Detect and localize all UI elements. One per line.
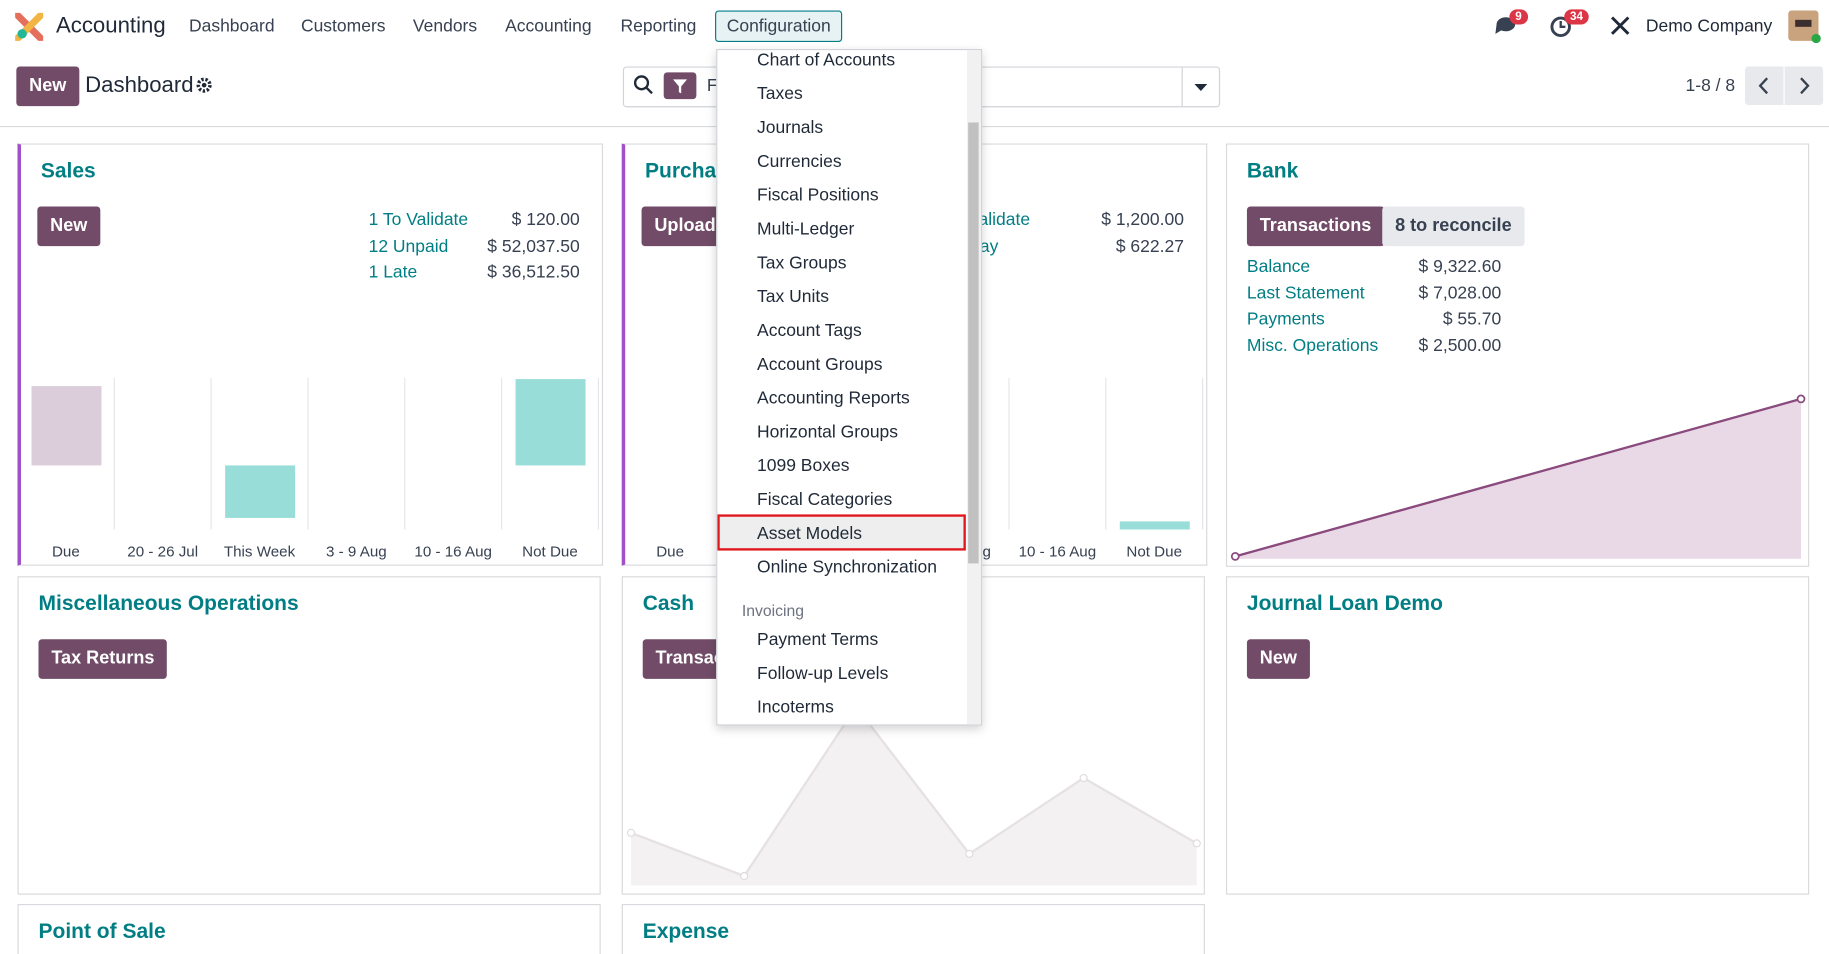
stat-value: $ 7,028.00 [1418,282,1502,303]
settings-gear[interactable] [196,77,212,93]
menu-item[interactable]: Customers [300,16,386,37]
dropdown-item[interactable]: Multi-Ledger [757,219,855,240]
stat-label[interactable]: Balance [1246,256,1311,277]
dropdown-item[interactable]: Asset Models [757,523,863,544]
configuration-dropdown: Chart of Accounts Taxes Journals Currencies… [716,48,983,726]
card-title[interactable]: Point of Sale [38,919,166,943]
dropdown-item[interactable]: 1099 Boxes [757,456,850,476]
bank-card: Bank Transactions 8 to reconcile [1225,143,1810,567]
stat-value: $ 120.00 [511,209,580,230]
menu-item[interactable]: Configuration [715,10,843,42]
loan-card: Journal Loan Demo New [1225,576,1810,895]
card-button[interactable]: New [37,206,101,247]
x-axis-label: 20 - 26 Jul [127,542,199,560]
card-title[interactable]: Journal Loan Demo [1246,591,1443,615]
dropdown-item[interactable]: Tax Units [757,286,829,307]
dropdown-section: Invoicing [741,601,805,620]
cash-graph [626,704,1201,886]
card-title[interactable]: Expense [642,919,730,943]
misc-card: Miscellaneous Operations Tax Returns [17,576,601,895]
scrollbar-thumb[interactable] [968,122,979,564]
card-title[interactable]: Miscellaneous Operations [38,591,299,615]
stat-value: $ 55.70 [1442,309,1502,329]
stat-label[interactable]: 1 To Validate [368,209,469,230]
menu-item[interactable]: Dashboard [188,16,275,37]
stat-value: $ 9,322.60 [1418,256,1502,277]
activities-icon[interactable] [1549,15,1572,38]
dropdown-item[interactable]: Taxes [757,83,803,104]
dropdown-item[interactable]: Online Synchronization [757,557,937,578]
card-button[interactable]: New [1246,639,1310,679]
x-axis-label: This Week [223,542,296,560]
card-title[interactable]: Bank [1246,158,1299,182]
card-title[interactable]: Sales [40,158,96,182]
new-button[interactable]: New [16,66,80,107]
stat-label[interactable]: 12 Unpaid [368,236,449,257]
dropdown-item[interactable]: Incoterms [757,697,834,718]
breadcrumb: Dashboard [85,73,194,98]
stat-label[interactable]: Last Statement [1246,282,1365,303]
x-axis-label: 10 - 16 Aug [1018,542,1097,560]
x-axis-label: 10 - 16 Aug [414,542,492,560]
dropdown-item[interactable]: Fiscal Positions [757,185,879,206]
dropdown-item[interactable]: Accounting Reports [757,388,910,409]
reconcile-button[interactable]: 8 to reconcile [1382,206,1525,247]
expense-card: Expense [621,903,1205,954]
sales-card: Sales New [17,143,604,566]
stat-label[interactable]: Misc. Operations [1246,335,1379,356]
dropdown-item[interactable]: Payment Terms [757,629,879,650]
stat-label[interactable]: 1 Late [368,262,418,283]
app-name[interactable]: Accounting [55,13,166,39]
search-icon [633,75,653,95]
stat-value: $ 52,037.50 [487,236,580,257]
x-axis-label: 3 - 9 Aug [325,542,387,560]
company-name[interactable]: Demo Company [1645,16,1773,37]
x-axis-label: Not Due [1126,542,1183,560]
filter-facet[interactable] [663,72,697,100]
menu-item[interactable]: Vendors [412,16,478,37]
pager: 1-8 / 8 [1685,75,1736,96]
dropdown-item[interactable]: Follow-up Levels [757,663,889,684]
dropdown-item[interactable]: Journals [757,117,824,138]
card-title[interactable]: Cash [642,591,695,615]
app-logo[interactable] [15,12,44,41]
x-axis-label: Due [51,542,80,560]
x-axis-label: Not Due [522,542,578,560]
dropdown-item[interactable]: Horizontal Groups [757,422,899,443]
menu-item[interactable]: Reporting [620,16,697,37]
card-button[interactable]: Upload [641,206,729,247]
stat-value: $ 1,200.00 [1101,209,1184,230]
search-toggle[interactable] [1181,67,1219,107]
dropdown-item[interactable]: Account Groups [757,354,883,375]
pos-card: Point of Sale [17,903,601,954]
stat-value: $ 622.27 [1115,236,1184,257]
debug-icon[interactable] [1610,15,1631,36]
dropdown-item[interactable]: Chart of Accounts [757,50,896,70]
stat-value: $ 36,512.50 [487,262,580,283]
activities-badge: 34 [1564,9,1589,25]
dropdown-item[interactable]: Currencies [757,151,842,172]
dropdown-item[interactable]: Account Tags [757,320,862,341]
pager-next[interactable] [1784,66,1824,105]
bank-graph [1230,394,1806,561]
card-button[interactable]: Transactions [1246,206,1385,247]
stat-value: $ 2,500.00 [1418,335,1502,356]
messages-badge: 9 [1509,9,1528,25]
sales-bars [31,377,599,530]
stat-label[interactable]: Payments [1246,309,1325,329]
pager-prev[interactable] [1745,66,1784,105]
card-button[interactable]: Tax Returns [38,639,168,679]
highlight-box [717,514,966,551]
menu-item[interactable]: Accounting [505,16,592,37]
dropdown-item[interactable]: Tax Groups [757,253,847,273]
dropdown-item[interactable]: Fiscal Categories [757,489,893,510]
user-avatar[interactable] [1788,10,1821,44]
x-axis-label: Due [656,542,685,560]
search-facet-text: F [706,75,718,96]
